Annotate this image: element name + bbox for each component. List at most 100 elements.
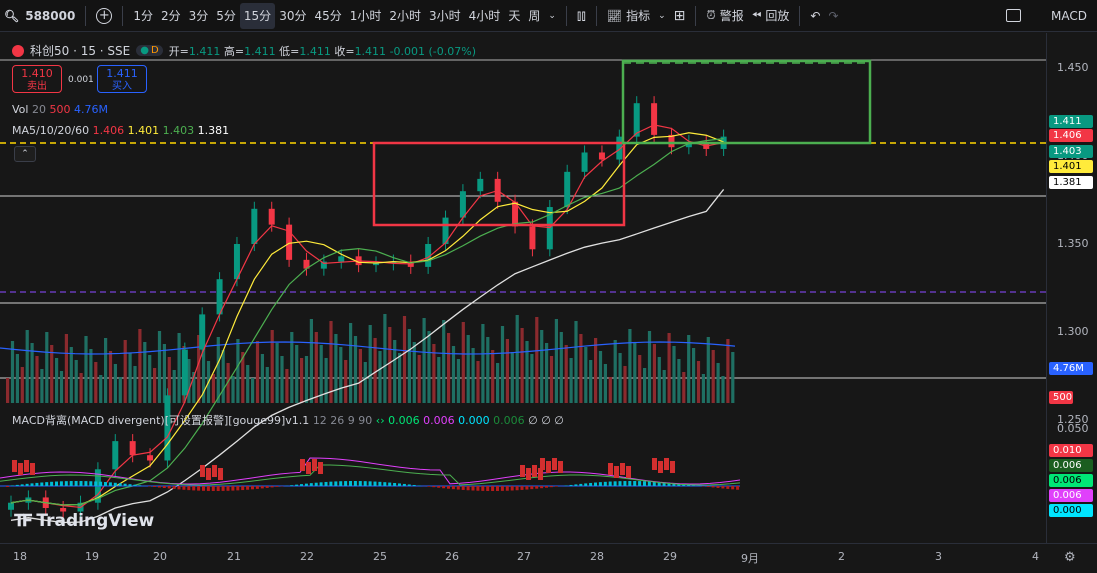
indicators-dropdown[interactable]: ⌄	[654, 3, 670, 29]
volume-bar	[104, 338, 108, 403]
interval-0[interactable]: 1分	[133, 9, 153, 23]
candle-body	[459, 191, 466, 218]
macd-histogram-bar	[182, 486, 186, 490]
interval-2[interactable]: 3分	[188, 9, 209, 23]
volume-bar	[486, 337, 490, 403]
candle-body	[286, 224, 293, 260]
macd-legend: MACD背离(MACD divergent)[可设置报警][gouge99]v1…	[12, 412, 564, 428]
time-tick-label: 9月	[741, 552, 759, 565]
divider	[799, 5, 801, 26]
volume-bar	[667, 333, 671, 403]
macd-histogram-bar	[69, 481, 73, 486]
divergence-marker	[306, 462, 311, 474]
low-label: 低=	[279, 44, 300, 58]
volume-bar	[113, 364, 117, 403]
macd-histogram-bar	[45, 482, 49, 486]
candle-body	[199, 314, 206, 350]
symbol-search[interactable]: 🔍︎ 588000	[0, 3, 79, 29]
volume-bar	[437, 357, 441, 403]
interval-4[interactable]: 15分	[239, 2, 276, 29]
layouts-button[interactable]: ⊞	[670, 3, 690, 29]
alert-label: 警报	[719, 9, 744, 23]
candle-body	[233, 244, 240, 280]
volume-bar	[471, 348, 475, 403]
volume-bar	[89, 349, 93, 403]
volume-bar	[393, 340, 397, 403]
price-chart[interactable]	[0, 33, 1046, 543]
volume-bar	[280, 356, 284, 403]
divergence-marker	[24, 460, 29, 472]
volume-bar	[451, 346, 456, 403]
redo-button[interactable]: ↷	[824, 3, 842, 29]
macd-badge: 0.006	[1049, 459, 1093, 472]
interval-7[interactable]: 1小时	[349, 9, 382, 23]
settings-gear-icon[interactable]: ⚙	[1064, 550, 1076, 565]
volume-bar	[84, 336, 88, 403]
divider	[595, 5, 597, 26]
ma10-line	[10, 132, 724, 506]
alert-button[interactable]: ⏰︎ 警报	[702, 3, 747, 29]
macd-title: MACD背离(MACD divergent)[可设置报警][gouge99]v1…	[12, 414, 310, 427]
volume-bar	[45, 332, 49, 403]
macd-histogram-bar	[476, 486, 480, 491]
macd-histogram-bar	[314, 482, 318, 486]
volume-bar	[74, 360, 78, 403]
candle-body	[477, 178, 484, 192]
macd-histogram-bar	[652, 481, 656, 486]
volume-bar	[295, 345, 299, 403]
indicators-icon: 📈︎	[606, 8, 623, 23]
collapse-legend-button[interactable]: ⌃	[14, 146, 36, 162]
consolidation-box	[372, 141, 626, 227]
divergence-marker	[608, 463, 613, 475]
active-indicator-label[interactable]: MACD	[1051, 8, 1087, 23]
price-axis[interactable]: 1.4501.4001.3501.3001.2501.4111.4061.403…	[1046, 33, 1097, 543]
macd-histogram-bar	[466, 486, 470, 491]
undo-button[interactable]: ↶	[806, 3, 824, 29]
macd-badge: 0.010	[1049, 444, 1093, 457]
interval-3[interactable]: 5分	[216, 9, 236, 23]
volume-bar	[148, 355, 152, 403]
volume-bar	[559, 332, 563, 403]
macd-histogram-bar	[295, 484, 299, 486]
replay-button[interactable]: ⏪︎ 回放	[748, 3, 794, 29]
volume-bar	[549, 356, 554, 403]
alarm-clock-icon: ⏰︎	[706, 8, 716, 22]
macd-histogram-bar	[192, 486, 196, 491]
buy-button[interactable]: 1.411 买入	[97, 65, 147, 93]
chart-type-button[interactable]: ⫾⫾	[573, 3, 590, 29]
macd-histogram-bar	[706, 486, 710, 487]
macd-histogram-bar	[246, 486, 250, 490]
indicators-button[interactable]: 📈︎ 指标	[603, 3, 654, 29]
volume-bar	[10, 341, 15, 403]
divergence-marker	[620, 463, 625, 475]
interval-1[interactable]: 2分	[160, 9, 181, 23]
sell-button[interactable]: 1.410 卖出	[12, 65, 62, 93]
vol-label: Vol	[12, 103, 29, 116]
interval-8[interactable]: 2小时	[389, 9, 422, 23]
macd-histogram-bar	[265, 486, 269, 488]
interval-6[interactable]: 45分	[314, 9, 342, 23]
divergence-marker	[558, 461, 563, 473]
macd-histogram-bar	[643, 481, 646, 486]
divergence-marker	[30, 463, 35, 475]
interval-12[interactable]: 周	[528, 9, 541, 23]
volume-bar	[402, 316, 407, 403]
candles-icon: ⫾⫾	[576, 7, 586, 24]
volume-bar	[662, 370, 666, 403]
interval-9[interactable]: 3小时	[429, 9, 461, 23]
volume-bar	[118, 377, 122, 403]
interval-dropdown[interactable]: ⌄	[544, 3, 560, 29]
divider	[695, 5, 697, 26]
macd-histogram-bar	[633, 481, 637, 486]
macd-histogram-bar	[451, 486, 455, 490]
interval-5[interactable]: 30分	[279, 9, 307, 23]
time-axis[interactable]: ⚙ 18 19 20 21 22 25 26 27 28 29 9月 2 3 4	[0, 543, 1097, 573]
divergence-marker	[526, 468, 531, 480]
branding-text: TradingView	[36, 511, 155, 531]
macd-histogram-bar	[628, 481, 632, 486]
interval-10[interactable]: 4小时	[468, 9, 501, 23]
add-symbol-button[interactable]: +	[92, 3, 116, 29]
volume-bar	[59, 371, 64, 403]
fullscreen-button[interactable]	[1002, 3, 1025, 29]
interval-11[interactable]: 天	[508, 9, 521, 23]
